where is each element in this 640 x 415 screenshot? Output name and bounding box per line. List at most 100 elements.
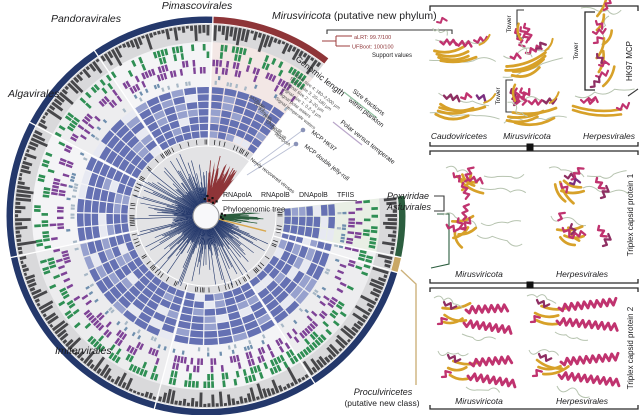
poxviridae-bracket bbox=[434, 195, 445, 212]
tick-cell bbox=[127, 70, 134, 77]
matrix-cell bbox=[297, 226, 305, 236]
matrix-cell bbox=[239, 306, 253, 317]
hist-bar bbox=[270, 387, 276, 395]
hist-bar bbox=[227, 394, 232, 406]
newly-recovered-tick bbox=[244, 151, 248, 156]
tick-cell bbox=[88, 314, 95, 321]
tick-cell bbox=[85, 312, 93, 319]
tick-cell bbox=[286, 332, 293, 339]
matrix-cell bbox=[151, 276, 162, 287]
matrix-cell bbox=[298, 274, 311, 289]
hist-bar bbox=[335, 338, 346, 349]
circular-tree-wedges bbox=[13, 23, 399, 409]
newly-recovered-tick bbox=[254, 268, 259, 273]
hist-bar bbox=[36, 302, 41, 307]
matrix-cell bbox=[156, 117, 168, 127]
tick-cell bbox=[173, 54, 178, 62]
matrix-cell bbox=[116, 183, 126, 194]
matrix-cell bbox=[248, 95, 262, 106]
tree-branch bbox=[213, 226, 230, 250]
tick-cell bbox=[108, 352, 115, 360]
tick-cell bbox=[52, 184, 59, 189]
tick-cell bbox=[319, 300, 326, 307]
tick-cell bbox=[162, 56, 167, 64]
tick-cell bbox=[128, 363, 134, 371]
newly-recovered-tick bbox=[146, 260, 151, 265]
tick-cell bbox=[261, 62, 267, 69]
matrix-cell bbox=[106, 166, 117, 180]
matrix-cell bbox=[179, 118, 190, 127]
newly-recovered-tick bbox=[230, 282, 234, 288]
matrix-cell bbox=[172, 127, 182, 137]
outer-arc bbox=[212, 16, 329, 64]
hist-bar bbox=[25, 274, 36, 281]
hist-bar bbox=[129, 39, 136, 48]
matrix-cell bbox=[140, 134, 153, 146]
beta-sheet bbox=[453, 230, 464, 249]
tick-cell bbox=[254, 84, 258, 89]
matrix-cell bbox=[108, 236, 118, 248]
hist-bar bbox=[137, 36, 143, 46]
hist-bar bbox=[392, 230, 397, 234]
tick-cell bbox=[73, 295, 81, 302]
tick-cell bbox=[245, 65, 251, 73]
matrix-cell bbox=[175, 103, 187, 113]
hist-bar bbox=[21, 164, 30, 170]
tick-cell bbox=[221, 373, 225, 380]
protein-structure-tall bbox=[571, 0, 635, 117]
matrix-cell bbox=[234, 293, 246, 303]
helix bbox=[596, 224, 608, 238]
matrix-cell bbox=[84, 226, 93, 240]
tick-cell bbox=[305, 346, 312, 354]
matrix-cell bbox=[232, 105, 245, 115]
tree-branch bbox=[207, 229, 213, 256]
matrix-cell bbox=[320, 216, 328, 228]
tick-cell bbox=[141, 72, 147, 80]
tree-branch bbox=[183, 224, 197, 236]
tick-cell bbox=[191, 44, 195, 52]
matrix-cell bbox=[216, 314, 229, 323]
matrix-cell bbox=[112, 154, 124, 168]
tree-branch bbox=[164, 221, 195, 237]
tick-cell bbox=[248, 57, 253, 65]
tree-branch bbox=[174, 218, 193, 222]
matrix-cell bbox=[108, 272, 120, 285]
matrix-cell bbox=[134, 318, 149, 330]
hist-bar bbox=[17, 185, 30, 190]
tree-branch bbox=[142, 180, 195, 210]
tick-cell bbox=[284, 342, 291, 350]
hist-bar bbox=[291, 48, 301, 61]
tree-branch bbox=[187, 192, 198, 206]
matrix-cell bbox=[181, 306, 193, 315]
tick-cell bbox=[203, 66, 206, 74]
tree-branch bbox=[180, 197, 196, 209]
matrix-cell bbox=[234, 98, 247, 108]
newly-recovered-tick bbox=[130, 204, 136, 206]
tick-cell bbox=[279, 354, 285, 362]
helix bbox=[436, 16, 448, 24]
matrix-cell bbox=[231, 112, 243, 122]
beta-sheet bbox=[516, 22, 523, 41]
hist-bar bbox=[181, 26, 186, 33]
tick-cell bbox=[323, 295, 330, 301]
matrix-cell bbox=[240, 282, 252, 293]
tick-cell bbox=[236, 354, 240, 362]
hist-bar bbox=[56, 95, 65, 103]
tick-cell bbox=[105, 321, 112, 328]
tick-cell bbox=[138, 97, 143, 102]
tick-cell bbox=[53, 248, 61, 253]
tree-branch bbox=[176, 158, 201, 205]
tick-cell bbox=[197, 347, 201, 352]
hist-bar bbox=[266, 388, 272, 397]
hist-bar bbox=[157, 30, 161, 35]
matrix-cell bbox=[227, 126, 238, 136]
tick-cell bbox=[293, 79, 300, 86]
tick-cell bbox=[131, 331, 136, 337]
matrix-cell bbox=[261, 293, 275, 305]
tick-cell bbox=[192, 59, 196, 67]
hist-bar bbox=[26, 278, 36, 284]
matrix-cell bbox=[253, 282, 265, 293]
matrix-cell bbox=[135, 102, 149, 114]
tick-cell bbox=[167, 85, 171, 90]
beta-sheet bbox=[513, 116, 556, 127]
